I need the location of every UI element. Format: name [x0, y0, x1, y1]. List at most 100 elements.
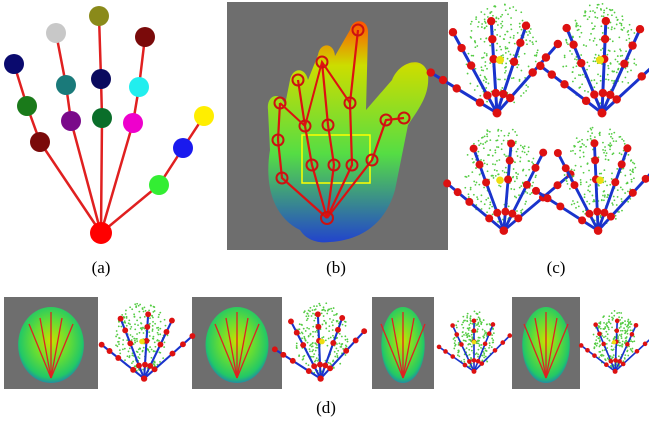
cloud-point — [612, 319, 614, 321]
cloud-point — [145, 310, 147, 312]
joint — [532, 187, 540, 195]
cloud-point — [149, 317, 151, 319]
cloud-point — [598, 184, 600, 186]
cloud-point — [532, 182, 534, 184]
cloud-point — [304, 310, 306, 312]
cloud-point — [511, 29, 513, 31]
cloud-point — [582, 143, 584, 145]
cloud-point — [599, 132, 601, 134]
cloud-point — [149, 351, 151, 353]
cloud-point — [501, 14, 503, 16]
joint — [488, 35, 496, 43]
joint — [164, 329, 170, 335]
cloud-point — [315, 347, 317, 349]
cloud-point — [530, 28, 532, 30]
cloud-point — [299, 323, 301, 325]
cloud-point — [617, 55, 619, 57]
joint — [107, 348, 113, 354]
cloud-point — [627, 319, 629, 321]
joint — [593, 208, 601, 216]
cloud-point — [322, 309, 324, 311]
cloud-point — [621, 333, 623, 335]
cloud-point — [515, 172, 517, 174]
cloud-point — [321, 337, 323, 339]
bone — [321, 331, 365, 378]
cloud-point — [333, 314, 335, 316]
joint — [506, 157, 514, 165]
cloud-point — [474, 46, 476, 48]
cloud-point — [148, 309, 150, 311]
cloud-point — [510, 24, 512, 26]
cloud-point — [475, 353, 477, 355]
cloud-point — [629, 321, 631, 323]
cloud-point — [633, 177, 635, 179]
cloud-point — [139, 354, 141, 356]
cloud-point — [336, 313, 338, 315]
cloud-point — [611, 14, 613, 16]
cloud-point — [492, 339, 494, 341]
cloud-point — [604, 326, 606, 328]
cloud-point — [511, 77, 513, 79]
cloud-point — [329, 318, 331, 320]
cloud-point — [572, 67, 574, 69]
cloud-point — [466, 317, 468, 319]
joint — [339, 315, 345, 321]
cloud-point — [589, 184, 591, 186]
cloud-point — [487, 16, 489, 18]
cloud-point — [325, 328, 327, 330]
cloud-point — [468, 335, 470, 337]
cloud-point — [151, 315, 153, 317]
cloud-point — [158, 314, 160, 316]
cloud-point — [608, 315, 610, 317]
cloud-point — [605, 359, 607, 361]
cloud-point — [630, 160, 632, 162]
cloud-point — [522, 20, 524, 22]
cloud-point — [632, 348, 634, 350]
cloud-point — [565, 40, 567, 42]
cloud-point — [534, 55, 536, 57]
cloud-point — [476, 45, 478, 47]
cloud-point — [587, 18, 589, 20]
cloud-point — [589, 5, 591, 7]
cloud-point — [615, 17, 617, 19]
cloud-point — [513, 37, 515, 39]
cloud-point — [504, 72, 506, 74]
cloud-point — [624, 357, 626, 359]
cloud-point — [621, 343, 623, 345]
cloud-point — [519, 23, 521, 25]
cloud-point — [475, 167, 477, 169]
cloud-point — [130, 326, 132, 328]
cloud-point — [607, 326, 609, 328]
cloud-point — [457, 320, 459, 322]
cloud-point — [504, 4, 506, 6]
cloud-point — [312, 336, 314, 338]
cloud-point — [498, 135, 500, 137]
cloud-point — [311, 346, 313, 348]
cloud-point — [609, 129, 611, 131]
cloud-point — [325, 323, 327, 325]
cloud-point — [313, 353, 315, 355]
cloud-point — [606, 54, 608, 56]
joint-highlight — [596, 176, 604, 184]
bone — [594, 143, 598, 230]
joint — [454, 188, 462, 196]
cloud-point — [617, 19, 619, 21]
cloud-point — [466, 315, 468, 317]
cloud-point — [616, 168, 618, 170]
cloud-point — [489, 345, 491, 347]
cloud-point — [606, 347, 608, 349]
joint — [591, 156, 599, 164]
cloud-point — [485, 350, 487, 352]
joint — [577, 59, 585, 67]
cloud-point — [159, 312, 161, 314]
cloud-point — [471, 55, 473, 57]
cloud-point — [619, 334, 621, 336]
cloud-point — [532, 36, 534, 38]
panel-d — [4, 297, 649, 389]
cloud-point — [128, 351, 130, 353]
cloud-point — [628, 323, 630, 325]
joint — [115, 355, 121, 361]
joint — [169, 318, 175, 324]
cloud-point — [588, 16, 590, 18]
cloud-point — [611, 202, 613, 204]
